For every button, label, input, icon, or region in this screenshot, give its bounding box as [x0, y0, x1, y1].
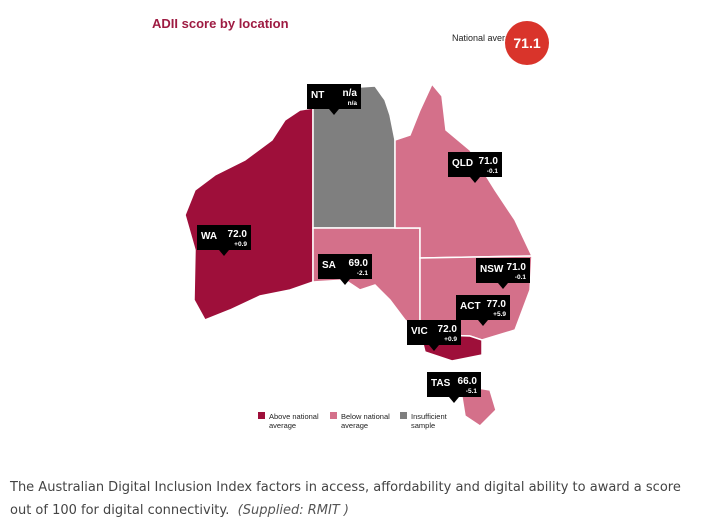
state-label-box [476, 258, 530, 283]
state-label-pointer [478, 320, 488, 326]
state-name: ACT [460, 301, 481, 312]
state-score: 72.0 [438, 324, 458, 335]
state-label-pointer [429, 345, 439, 351]
state-diff: -5.1 [466, 388, 478, 395]
state-score: 69.0 [349, 258, 369, 269]
national-average-badge [505, 21, 549, 65]
caption-credit: (Supplied: RMIT ) [237, 503, 349, 518]
state-label-box [427, 372, 481, 397]
state-name: NSW [480, 264, 504, 275]
state-label-box [407, 320, 461, 345]
map: ADII score by location National average … [152, 16, 549, 430]
state-diff: -0.1 [515, 274, 527, 281]
state-name: VIC [411, 326, 428, 337]
caption: The Australian Digital Inclusion Index f… [10, 476, 700, 522]
national-average-label: National average [452, 33, 520, 43]
state-label-box [197, 225, 251, 250]
state-diff: +5.9 [493, 311, 506, 318]
state-label-pointer [340, 279, 350, 285]
national-average-value: 71.1 [513, 35, 540, 51]
region-sa [312, 227, 421, 334]
map-title: ADII score by location [152, 16, 289, 31]
legend-label: Insufficient sample [411, 412, 448, 430]
state-score: 71.0 [479, 156, 499, 167]
state-diff: n/a [348, 100, 358, 107]
state-label-box [307, 84, 361, 109]
state-score: 66.0 [458, 376, 478, 387]
legend-label: Above national average [269, 412, 319, 430]
state-label-pointer [498, 283, 508, 289]
caption-text: The Australian Digital Inclusion Index f… [10, 480, 681, 518]
state-label-pointer [449, 397, 459, 403]
state-label-box [456, 295, 510, 320]
legend-swatch [400, 412, 407, 419]
state-label-box [318, 254, 372, 279]
state-score: 77.0 [487, 299, 507, 310]
state-score: n/a [343, 88, 358, 99]
state-name: WA [201, 231, 217, 242]
state-score: 72.0 [228, 229, 248, 240]
state-diff: -0.1 [487, 168, 499, 175]
state-name: TAS [431, 378, 451, 389]
state-diff: +0.9 [234, 241, 247, 248]
legend-swatch [258, 412, 265, 419]
state-name: QLD [452, 158, 473, 169]
region-wa [184, 107, 314, 321]
state-label-pointer [329, 109, 339, 115]
state-diff: -2.1 [357, 270, 369, 277]
legend-label: Below national average [341, 412, 390, 430]
state-label-pointer [219, 250, 229, 256]
legend-swatch [330, 412, 337, 419]
state-name: NT [311, 90, 324, 101]
state-score: 71.0 [507, 262, 527, 273]
state-label-box [448, 152, 502, 177]
state-diff: +0.9 [444, 336, 457, 343]
state-label-pointer [470, 177, 480, 183]
state-name: SA [322, 260, 336, 271]
